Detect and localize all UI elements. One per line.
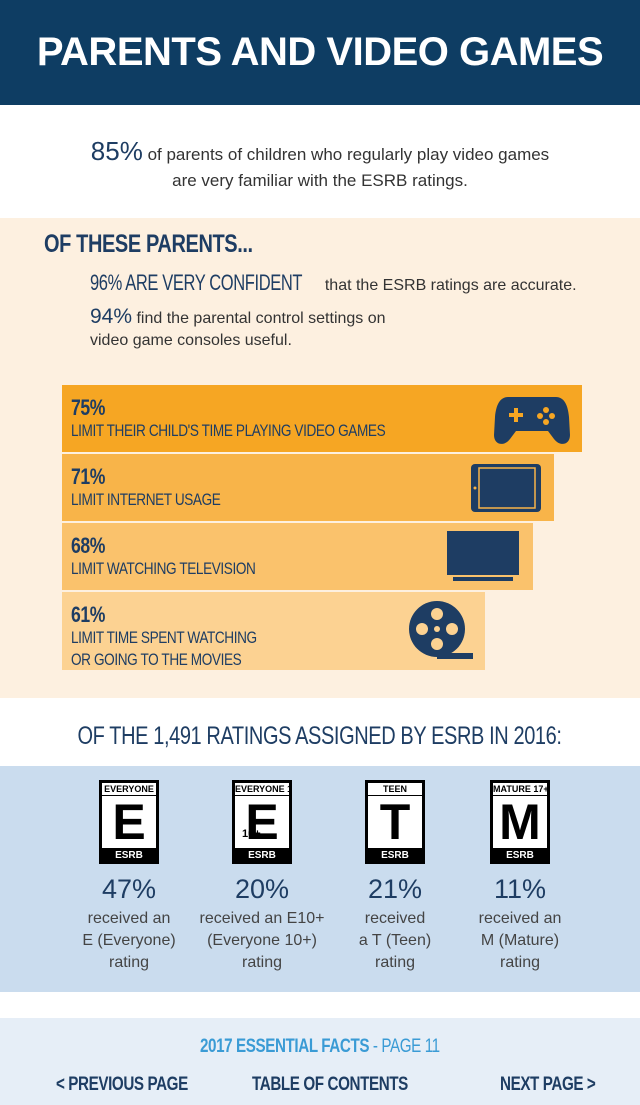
rating-text: E (Everyone): [82, 932, 176, 949]
rating-text: received an: [87, 910, 171, 927]
badge-label: TEEN: [368, 783, 422, 795]
badge-label: MATURE 17+: [493, 783, 547, 795]
next-link[interactable]: NEXT PAGE >: [500, 1074, 596, 1095]
bar: 75% LIMIT THEIR CHILD'S TIME PLAYING VIDE…: [62, 385, 582, 452]
rating-percent: 11%: [493, 874, 547, 904]
bar: 68% LIMIT WATCHING TELEVISION: [62, 523, 534, 590]
badge-sub: 10+: [242, 828, 261, 840]
rating-badge: TEEN T ESRB: [365, 780, 425, 864]
rating-badge: EVERYONE E ESRB: [99, 780, 159, 864]
rating-percent: 20%: [234, 874, 290, 904]
rating-text: received an E10+: [199, 910, 325, 927]
fact: 94% find the parental control settings o…: [90, 306, 386, 352]
icon: [493, 391, 570, 447]
fact-highlight: 94%: [90, 305, 133, 328]
rating-badge: EVERYONE 10+E10+ ESRB: [232, 780, 292, 864]
fact-highlight: 96% ARE VERY CONFIDENT: [90, 270, 303, 295]
prev-link[interactable]: < PREVIOUS PAGE: [56, 1074, 188, 1095]
bar-text: LIMIT INTERNET USAGE: [71, 490, 221, 509]
badge-label: EVERYONE: [102, 783, 156, 795]
rating-text: received: [364, 910, 426, 927]
icon: [445, 530, 521, 583]
rating-badge: MATURE 17+ M ESRB: [490, 780, 550, 864]
bar-label: 75%: [71, 395, 106, 420]
fact-text: that the ESRB ratings are accurate.: [324, 277, 577, 294]
badge-brand: ESRB: [381, 850, 409, 861]
bar-label: 68%: [71, 533, 106, 558]
fact-text: find the parental control settings on: [136, 310, 386, 327]
fact: 96% ARE VERY CONFIDENT that the ESRB rati…: [90, 270, 577, 296]
bar-label: 61%: [71, 602, 106, 627]
rating-text: received an: [478, 910, 562, 927]
rating-text: (Everyone 10+): [207, 932, 317, 949]
badge-brand: ESRB: [115, 850, 143, 861]
badge-brand: ESRB: [506, 850, 534, 861]
badge-letter: E: [102, 796, 156, 848]
badge-letter: M: [493, 796, 547, 848]
header: PARENTS AND VIDEO GAMES: [0, 0, 640, 105]
badge-letter: E: [235, 796, 289, 848]
bar-text: LIMIT THEIR CHILD'S TIME PLAYING VIDEO G…: [71, 421, 386, 440]
page-title: PARENTS AND VIDEO GAMES: [36, 30, 604, 74]
intro-text: are very familiar with the ESRB ratings.: [172, 171, 468, 190]
bar-text: LIMIT TIME SPENT WATCHING: [71, 628, 257, 647]
badge-brand: ESRB: [248, 850, 276, 861]
intro: 85% of parents of children who regularly…: [0, 138, 640, 194]
rating-percent: 21%: [367, 874, 423, 904]
section-heading: OF THESE PARENTS...: [44, 230, 253, 258]
parents-section: OF THESE PARENTS... 96% ARE VERY CONFIDE…: [0, 218, 640, 698]
badge-label: EVERYONE 10+: [235, 783, 289, 795]
bar: 61% LIMIT TIME SPENT WATCHING OR GOING TO …: [62, 592, 485, 670]
footer-title-text: 2017 ESSENTIAL FACTS: [200, 1036, 370, 1057]
footer-page: - PAGE 11: [373, 1036, 440, 1057]
rating-text: rating: [374, 954, 416, 971]
footer-title-wrap: 2017 ESSENTIAL FACTS - PAGE 11: [0, 1036, 640, 1058]
rating-percent: 47%: [101, 874, 157, 904]
icon: [407, 599, 473, 663]
rating-text: rating: [241, 954, 283, 971]
rating-text: rating: [108, 954, 150, 971]
fact-text: video game consoles useful.: [90, 332, 292, 349]
rating-text: M (Mature): [480, 932, 560, 949]
ratings-section: EVERYONE E ESRB 47% received an E (Everyone) r…: [0, 766, 640, 992]
bar: 71% LIMIT INTERNET USAGE: [62, 454, 555, 521]
ratings-heading-wrap: OF THE 1,491 RATINGS ASSIGNED BY ESRB IN…: [0, 722, 640, 751]
icon: [470, 463, 542, 513]
footer: 2017 ESSENTIAL FACTS - PAGE 11 < PREVIOU…: [0, 1018, 640, 1105]
footer-title: 2017 ESSENTIAL FACTS - PAGE 11: [200, 1036, 440, 1058]
bar-label: 71%: [71, 464, 106, 489]
intro-text: of parents of children who regularly pla…: [147, 145, 550, 164]
bar-text: LIMIT WATCHING TELEVISION: [71, 559, 256, 578]
intro-stat: 85%: [90, 136, 143, 166]
badge-letter: T: [368, 796, 422, 848]
rating-text: a T (Teen): [358, 932, 432, 949]
toc-link[interactable]: TABLE OF CONTENTS: [252, 1074, 408, 1095]
rating-text: rating: [499, 954, 541, 971]
bar-text: OR GOING TO THE MOVIES: [71, 650, 242, 669]
ratings-heading: OF THE 1,491 RATINGS ASSIGNED BY ESRB IN…: [77, 722, 562, 750]
